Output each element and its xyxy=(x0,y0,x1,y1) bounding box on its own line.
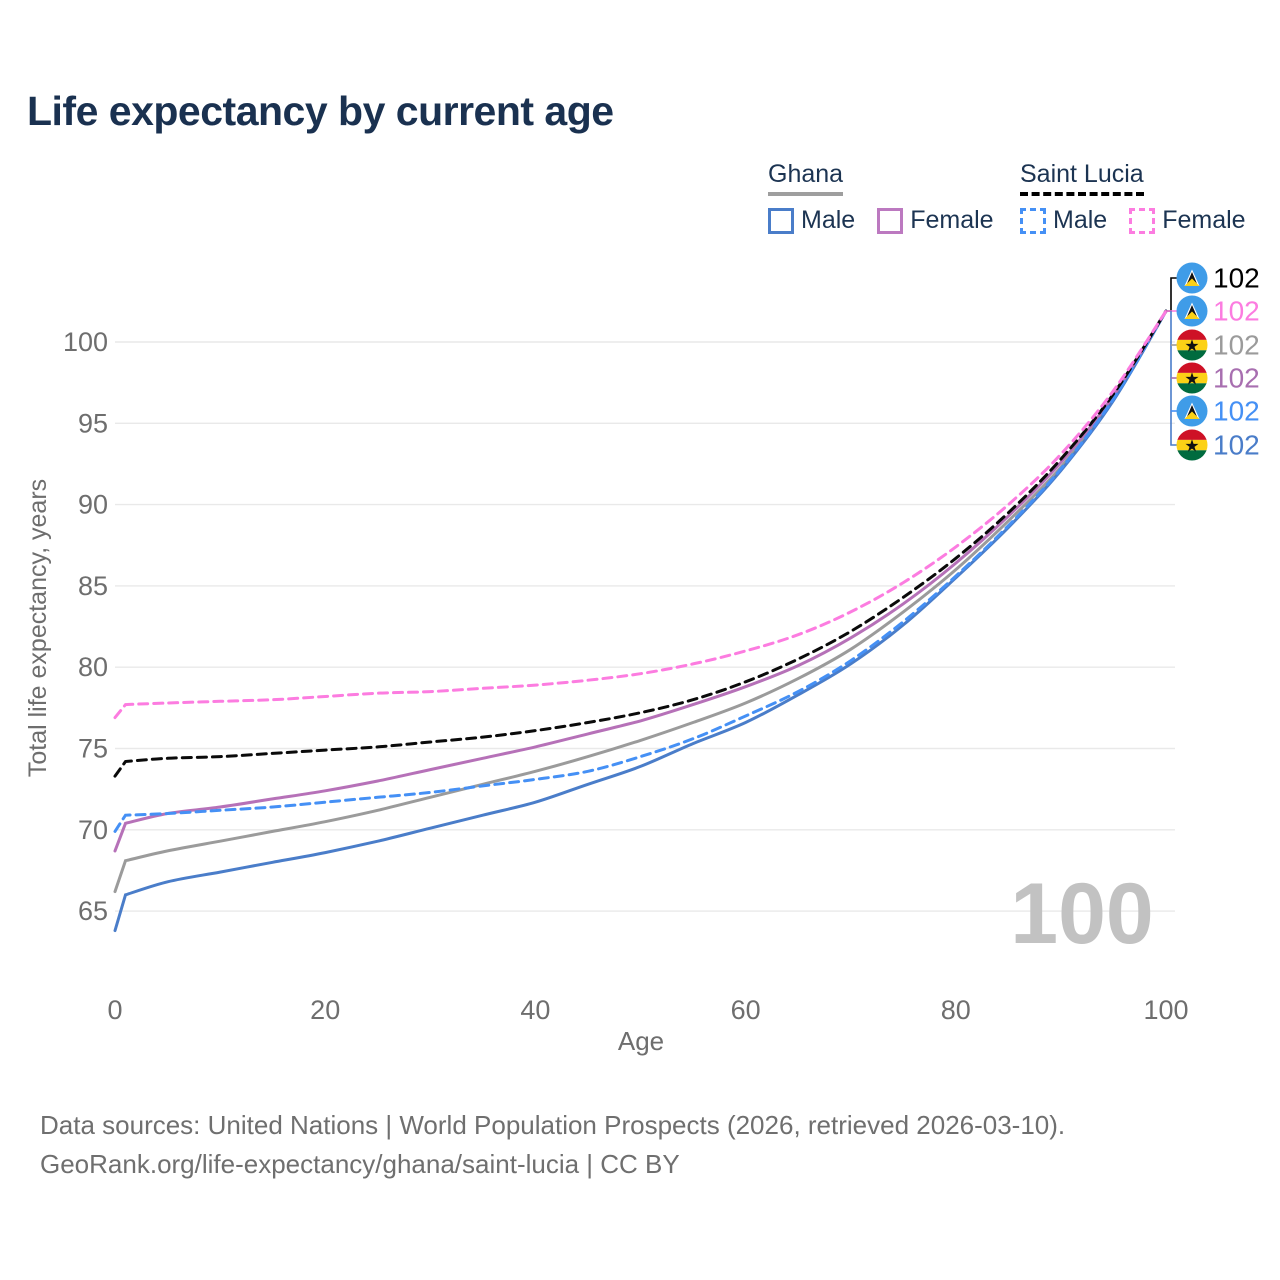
x-tick-label-60: 60 xyxy=(731,995,761,1025)
end-label-ghana-mean: 102 xyxy=(1213,330,1260,361)
x-tick-label-80: 80 xyxy=(941,995,971,1025)
legend-title-ghana: Ghana xyxy=(768,160,844,196)
end-label-saint-lucia-mean: 102 xyxy=(1213,263,1260,294)
y-tick-label-75: 75 xyxy=(78,734,108,764)
legend-swatch-ghana-male xyxy=(768,207,794,234)
x-axis-title: Age xyxy=(618,1026,664,1056)
ghana-flag-icon: ★ xyxy=(1176,429,1208,461)
legend-swatch-ghana-female xyxy=(877,207,904,234)
legend-item-saint-lucia-female[interactable]: Female xyxy=(1129,206,1246,235)
legend-group-ghana: Ghana Male Female xyxy=(768,160,1016,235)
legend-item-ghana-male[interactable]: Male xyxy=(768,206,855,235)
svg-text:★: ★ xyxy=(1184,370,1199,389)
legend-item-ghana-female[interactable]: Female xyxy=(877,206,994,235)
series-line-saint-lucia-male xyxy=(113,309,1168,833)
series-line-ghana-male xyxy=(113,309,1168,933)
series-line-ghana-female xyxy=(113,309,1168,853)
svg-text:★: ★ xyxy=(1184,337,1199,356)
y-tick-label-80: 80 xyxy=(78,652,108,682)
legend-label-saint-lucia-female: Female xyxy=(1162,206,1246,234)
x-tick-label-20: 20 xyxy=(310,995,340,1025)
footer: Data sources: United Nations | World Pop… xyxy=(40,1106,1065,1184)
y-tick-label-70: 70 xyxy=(78,815,108,845)
legend-label-ghana-female: Female xyxy=(910,206,994,234)
attribution-text: GeoRank.org/life-expectancy/ghana/saint-… xyxy=(40,1149,680,1179)
legend-swatch-saint-lucia-female xyxy=(1129,207,1156,234)
series-line-saint-lucia-female xyxy=(113,309,1168,720)
x-tick-label-0: 0 xyxy=(107,995,122,1025)
x-tick-label-100: 100 xyxy=(1143,995,1188,1025)
series-line-saint-lucia-mean xyxy=(113,309,1168,778)
age-counter-watermark: 100 xyxy=(1010,866,1154,962)
end-label-saint-lucia-male: 102 xyxy=(1213,396,1260,427)
y-tick-label-100: 100 xyxy=(63,327,108,357)
legend-item-saint-lucia-male[interactable]: Male xyxy=(1020,206,1107,235)
page-title: Life expectancy by current age xyxy=(27,88,614,134)
svg-text:★: ★ xyxy=(1184,437,1199,456)
legend-label-saint-lucia-male: Male xyxy=(1053,206,1108,234)
end-label-ghana-male: 102 xyxy=(1213,430,1260,461)
y-tick-label-65: 65 xyxy=(78,896,108,926)
legend-label-ghana-male: Male xyxy=(801,206,856,234)
leader-line-lower xyxy=(1170,311,1177,446)
saint-lucia-flag-icon xyxy=(1176,262,1208,294)
end-label-saint-lucia-female: 102 xyxy=(1213,296,1260,327)
y-tick-label-95: 95 xyxy=(78,408,108,438)
y-tick-label-90: 90 xyxy=(78,490,108,520)
ghana-flag-icon: ★ xyxy=(1176,329,1208,361)
y-axis-title: Total life expectancy, years xyxy=(24,479,52,777)
x-tick-label-40: 40 xyxy=(520,995,550,1025)
y-tick-label-85: 85 xyxy=(78,571,108,601)
saint-lucia-flag-icon xyxy=(1176,395,1208,427)
series-line-ghana-mean xyxy=(113,309,1168,894)
saint-lucia-flag-icon xyxy=(1176,295,1208,327)
ghana-flag-icon: ★ xyxy=(1176,362,1208,394)
legend-title-saint-lucia: Saint Lucia xyxy=(1020,160,1144,196)
data-sources-text: Data sources: United Nations | World Pop… xyxy=(40,1110,1066,1140)
legend-swatch-saint-lucia-male xyxy=(1020,207,1046,234)
end-label-ghana-female: 102 xyxy=(1213,363,1260,394)
leader-line-upper xyxy=(1166,277,1177,312)
legend-group-saint-lucia: Saint Lucia Male Female xyxy=(1020,160,1268,235)
